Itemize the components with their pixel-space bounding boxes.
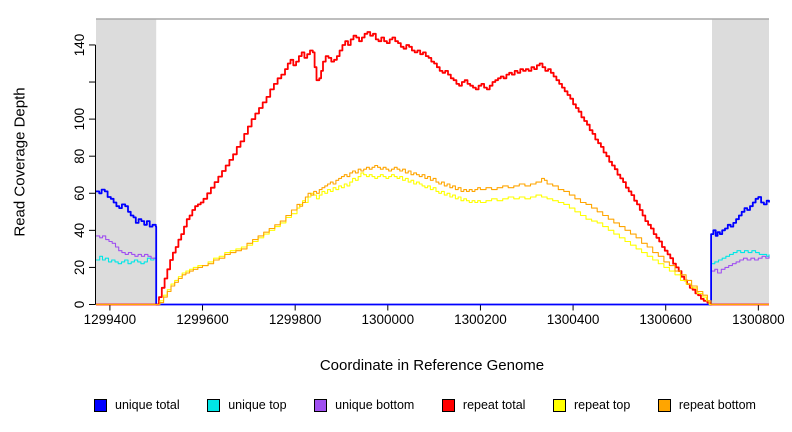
x-tick-label: 1300400 <box>547 312 600 327</box>
y-axis-title: Read Coverage Depth <box>11 87 29 237</box>
x-tick-label: 1299400 <box>84 312 137 327</box>
legend-item-unique-total: unique total <box>94 398 180 412</box>
legend-item-unique-bottom: unique bottom <box>314 398 414 412</box>
x-axis-title: Coordinate in Reference Genome <box>319 357 545 374</box>
shaded-unique-region <box>96 19 157 305</box>
legend-label-unique-top: unique top <box>228 398 287 412</box>
legend-label-repeat-total: repeat total <box>462 398 526 412</box>
series-line-repeat-bottom <box>96 164 769 306</box>
x-tick-label: 1300600 <box>639 312 692 327</box>
y-tick-label: 0 <box>72 301 87 309</box>
series-line-repeat-total <box>96 31 769 306</box>
series-line-repeat-top <box>96 172 769 306</box>
legend-item-repeat-bottom: repeat bottom <box>657 398 756 412</box>
legend-swatch-unique-bottom <box>314 398 328 412</box>
x-tick-label: 1300000 <box>362 312 415 327</box>
y-tick-label: 60 <box>72 186 87 201</box>
x-tick-label: 1299800 <box>269 312 322 327</box>
y-tick-label: 140 <box>72 34 87 57</box>
legend-item-repeat-total: repeat total <box>441 398 526 412</box>
y-tick-label: 40 <box>72 223 87 238</box>
legend-label-repeat-top: repeat top <box>574 398 631 412</box>
y-tick-label: 100 <box>72 108 87 131</box>
legend-label-unique-total: unique total <box>115 398 180 412</box>
series-line-unique-bottom <box>96 235 770 306</box>
legend-item-unique-top: unique top <box>207 398 287 412</box>
legend-label-unique-bottom: unique bottom <box>335 398 415 412</box>
y-tick-label: 20 <box>72 260 87 275</box>
legend: unique total unique top unique bottom repea… <box>94 398 756 412</box>
legend-swatch-unique-top <box>207 398 221 412</box>
legend-swatch-repeat-bottom <box>657 398 671 412</box>
legend-item-repeat-top: repeat top <box>553 398 630 412</box>
x-tick-label: 1300200 <box>454 312 507 327</box>
legend-label-repeat-bottom: repeat bottom <box>678 398 756 412</box>
x-tick-label: 1300800 <box>732 312 785 327</box>
y-tick-label: 80 <box>72 149 87 164</box>
x-tick-label: 1299600 <box>176 312 229 327</box>
legend-swatch-unique-total <box>94 398 107 412</box>
series-line-unique-top <box>96 250 770 306</box>
legend-swatch-repeat-total <box>441 398 455 412</box>
legend-swatch-repeat-top <box>553 398 566 412</box>
shaded-unique-region <box>712 19 769 305</box>
